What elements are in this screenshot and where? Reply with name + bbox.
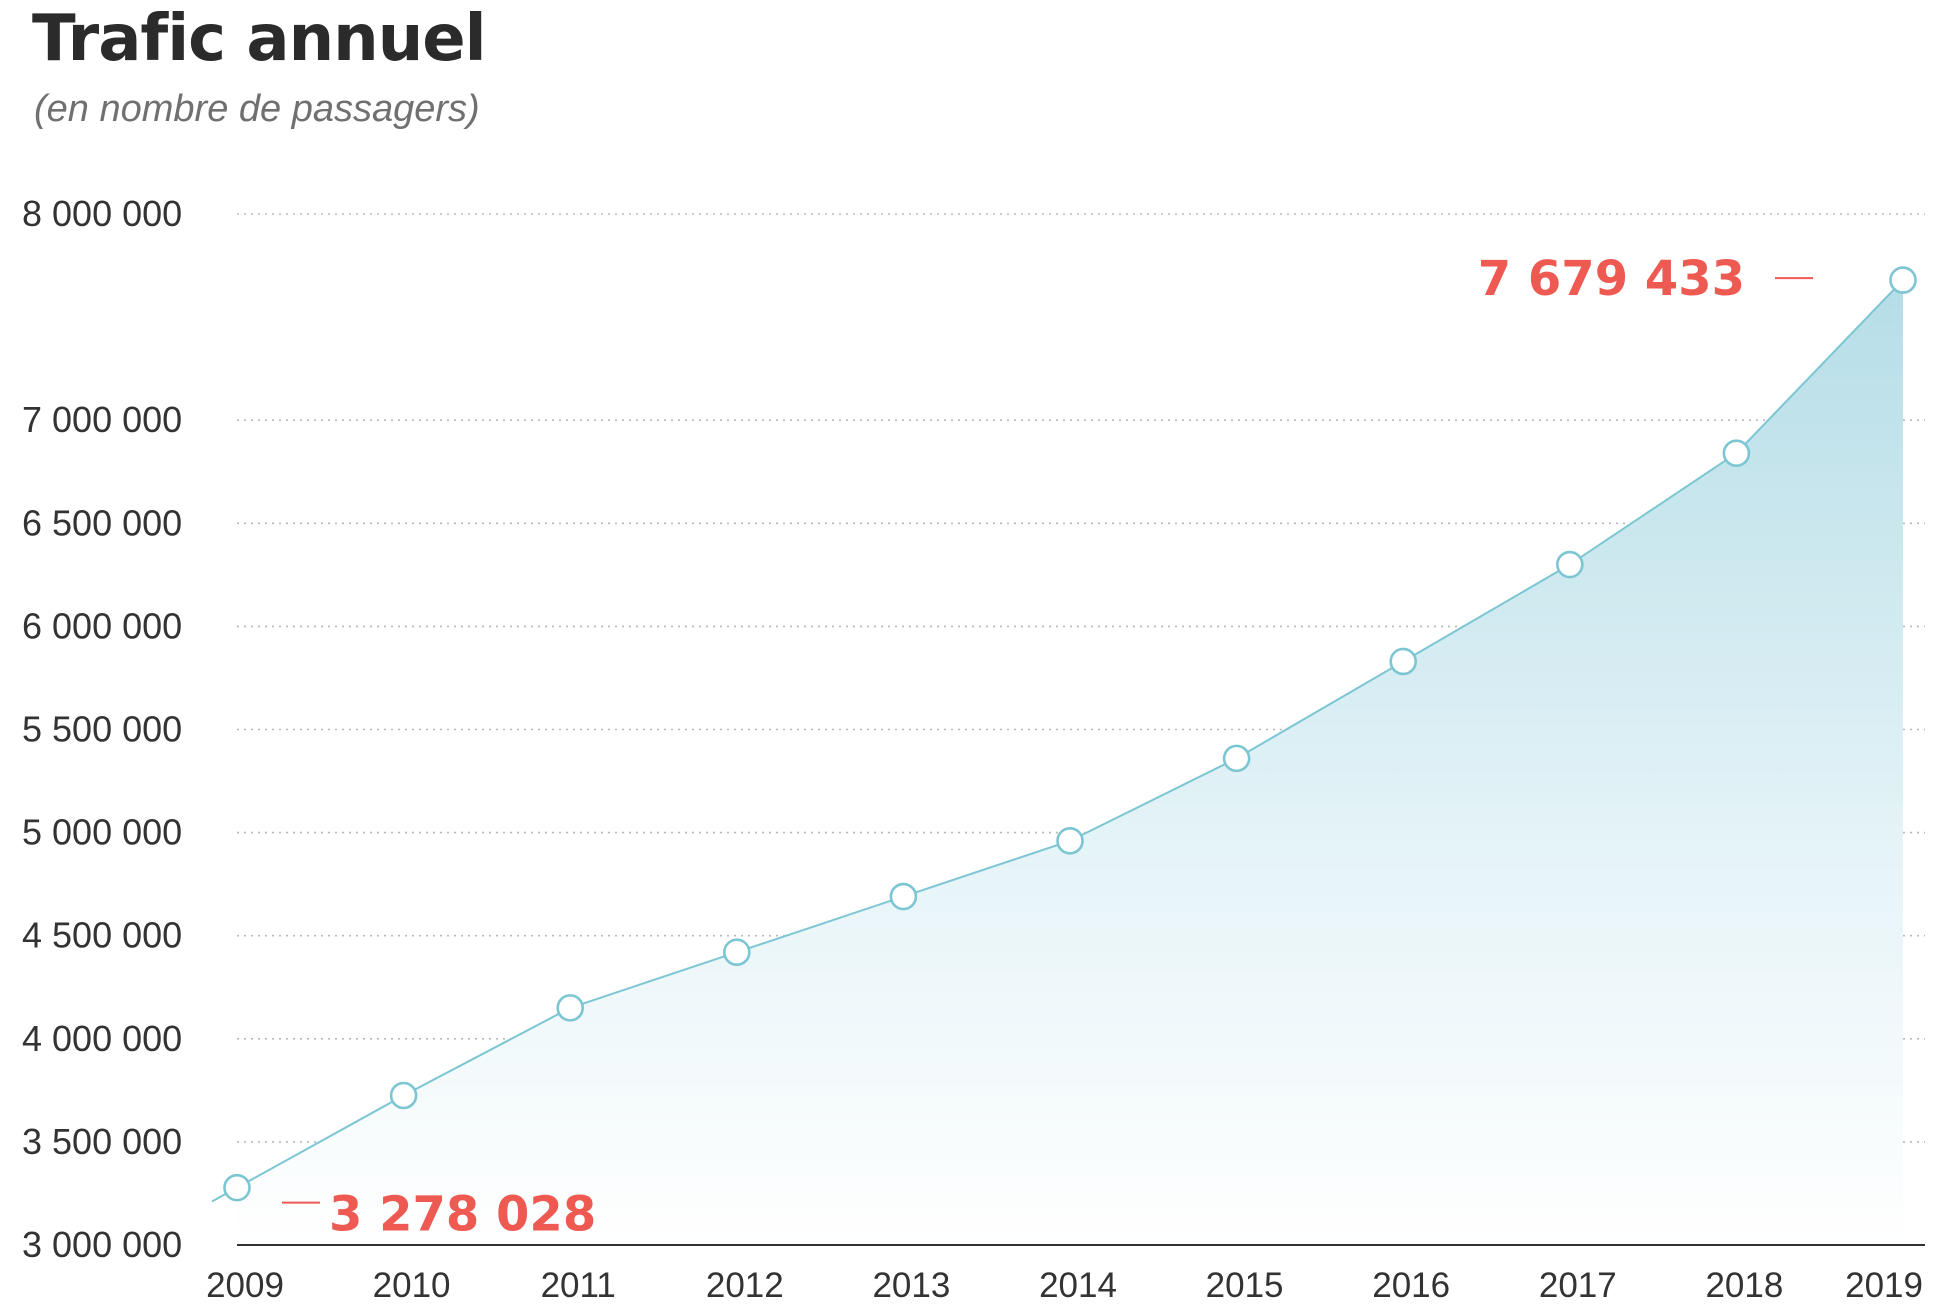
x-tick-label: 2012: [706, 1266, 784, 1305]
annotation-label: 7 679 433: [1478, 251, 1745, 307]
data-point: [722, 938, 751, 966]
y-axis-ticks: 3 000 000 3 500 000 4 000 000 4 500 000 5 00…: [22, 193, 182, 1265]
y-tick-label: 3 500 000: [22, 1121, 182, 1162]
x-tick-label: 2016: [1372, 1266, 1450, 1305]
data-point: [889, 882, 918, 911]
data-point: [556, 994, 585, 1022]
x-tick-label: 2011: [541, 1266, 616, 1305]
data-point: [389, 1081, 418, 1110]
data-point: [1722, 439, 1751, 467]
y-tick-label: 5 000 000: [22, 812, 182, 853]
x-tick-label: 2010: [373, 1266, 451, 1305]
x-tick-label: 2018: [1705, 1266, 1783, 1305]
chart-title: Trafic annuel: [32, 2, 487, 76]
data-point: [1889, 266, 1917, 294]
area-fill-path: [237, 280, 1903, 1245]
y-tick-label: 8 000 000: [22, 193, 182, 234]
x-tick-label: 2009: [206, 1266, 284, 1305]
y-tick-label: 3 000 000: [22, 1224, 182, 1265]
x-tick-label: 2019: [1845, 1266, 1923, 1305]
x-tick-label: 2014: [1039, 1266, 1117, 1305]
data-points: [223, 266, 1917, 1202]
x-axis-ticks: 2009 2010 2011 2012 2013 2014 2015 2016 2017 2018…: [206, 1266, 1923, 1305]
data-point: [1222, 744, 1251, 773]
y-tick-label: 5 500 000: [22, 709, 182, 750]
y-tick-label: 6 500 000: [22, 502, 182, 543]
y-tick-label: 4 500 000: [22, 915, 182, 956]
annotation-label: 3 278 028: [329, 1187, 596, 1243]
chart-subtitle: (en nombre de passagers): [34, 88, 480, 130]
data-point: [1389, 647, 1417, 676]
x-tick-label: 2013: [872, 1266, 950, 1305]
y-tick-label: 6 000 000: [22, 605, 182, 646]
data-point: [1056, 827, 1084, 855]
y-tick-label: 7 000 000: [22, 399, 182, 440]
value-annotations: 3 278 028 7 679 433: [282, 251, 1813, 1243]
area-fill: [237, 280, 1903, 1245]
data-point: [223, 1173, 251, 1202]
series-line-path: [211, 279, 1904, 1203]
series-line: [211, 279, 1904, 1203]
y-tick-label: 4 000 000: [22, 1018, 182, 1059]
x-tick-label: 2015: [1206, 1266, 1284, 1305]
x-tick-label: 2017: [1539, 1266, 1617, 1305]
data-point: [1556, 550, 1584, 579]
